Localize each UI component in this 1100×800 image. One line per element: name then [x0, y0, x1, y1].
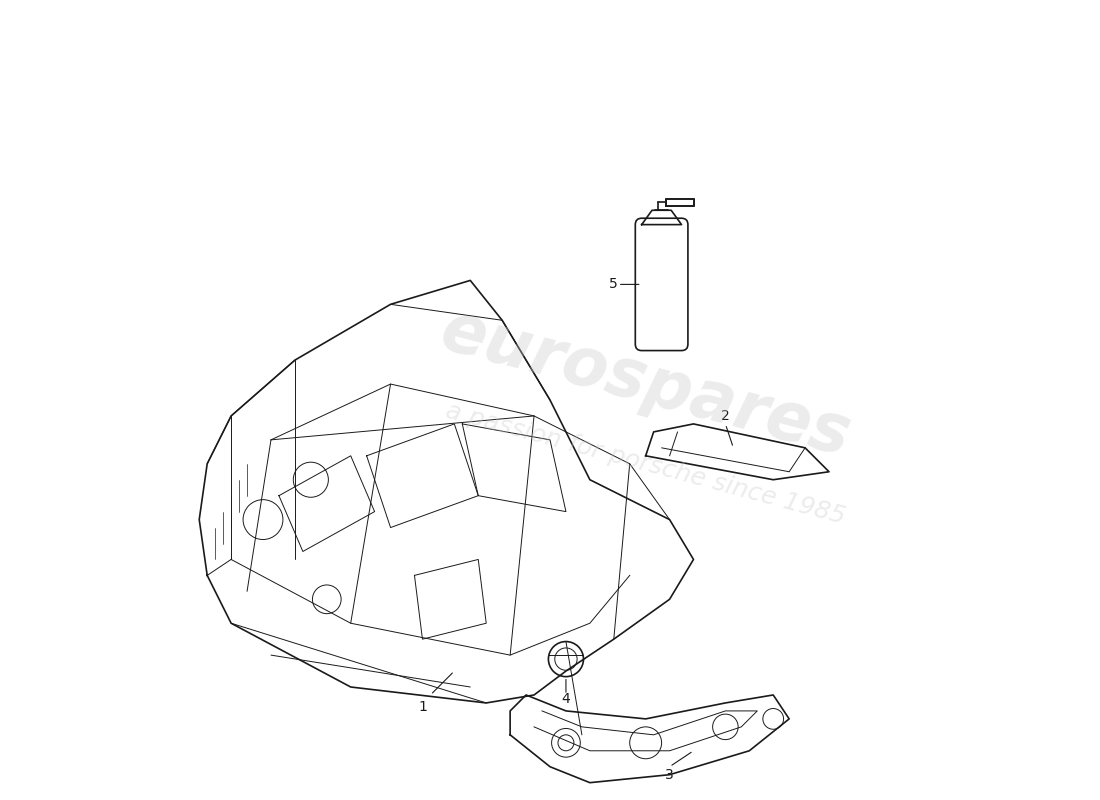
Text: 1: 1 [418, 700, 427, 714]
Text: a passion for porsche since 1985: a passion for porsche since 1985 [443, 398, 848, 529]
Text: eurospares: eurospares [433, 298, 858, 470]
FancyBboxPatch shape [636, 218, 688, 350]
Text: 2: 2 [720, 409, 729, 423]
Text: 3: 3 [666, 768, 674, 782]
Text: 4: 4 [562, 692, 570, 706]
Text: 5: 5 [609, 278, 618, 291]
Polygon shape [666, 199, 693, 206]
